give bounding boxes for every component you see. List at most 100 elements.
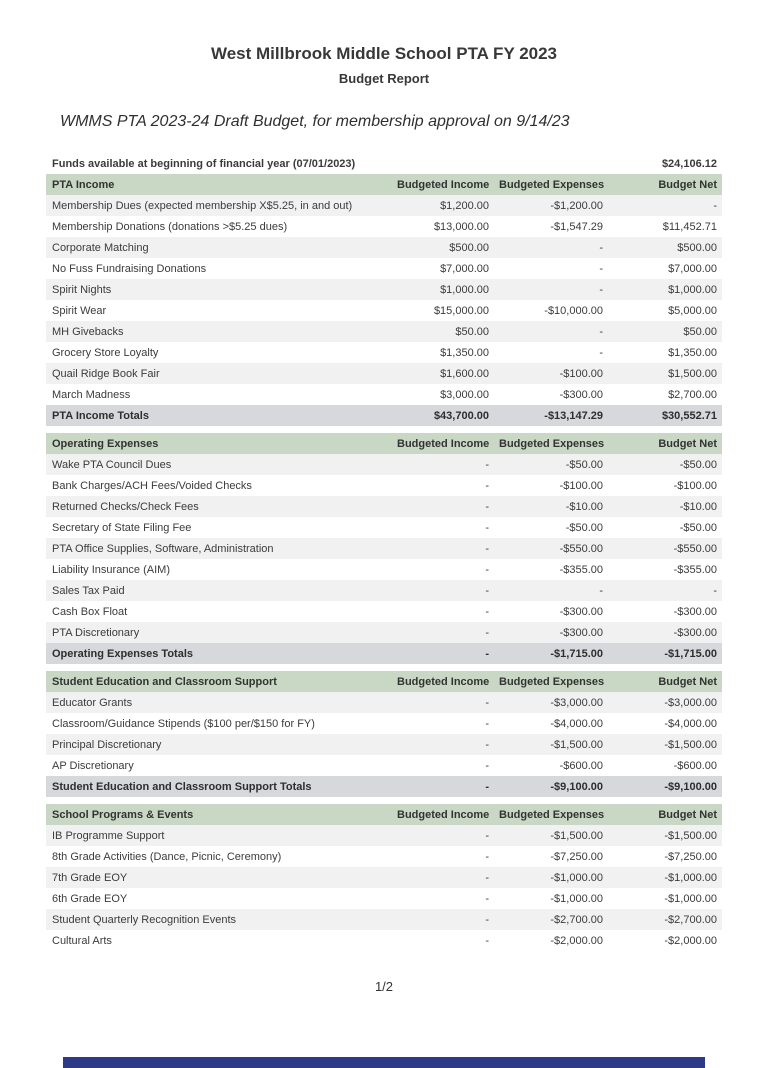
table-row: March Madness $3,000.00 -$300.00 $2,700.00 [46,384,722,405]
budget-net-cell: -$600.00 [673,759,717,772]
totals-label: PTA Income Totals [52,409,149,422]
budget-section: Student Education and Classroom Support B… [46,671,722,797]
row-label: 8th Grade Activities (Dance, Picnic, Cer… [52,850,282,863]
budget-net-cell: $5,000.00 [668,304,717,317]
budgeted-income-header: Budgeted Income [397,675,490,688]
budgeted-income-cell: - [485,563,489,576]
row-label: Membership Dues (expected membership X$5… [52,199,353,212]
budget-net-total: -$1,715.00 [664,647,717,660]
budgeted-income-cell: - [485,913,489,926]
section-header-row: Operating Expenses Budgeted Income Budgete… [46,433,722,454]
table-row: Cultural Arts - -$2,000.00 -$2,000.00 [46,930,722,951]
table-row: Spirit Wear $15,000.00 -$10,000.00 $5,000.0… [46,300,722,321]
budgeted-expenses-total: -$1,715.00 [550,647,603,660]
budgeted-expenses-cell: -$1,000.00 [550,892,603,905]
budget-report-document: West Millbrook Middle School PTA FY 2023… [0,44,768,1068]
funds-available-value: $24,106.12 [661,157,717,170]
row-label: Spirit Nights [52,283,112,296]
budget-net-cell: $1,000.00 [668,283,717,296]
budgeted-income-header: Budgeted Income [397,178,490,191]
budget-net-cell: -$100.00 [673,479,717,492]
report-title: West Millbrook Middle School PTA FY 2023 [210,44,558,63]
budget-net-cell: -$2,700.00 [664,913,717,926]
budget-net-cell: -$300.00 [673,626,717,639]
totals-label: Student Education and Classroom Support … [52,780,312,793]
budget-net-cell: -$1,000.00 [664,892,717,905]
row-label: Quail Ridge Book Fair [52,367,160,380]
table-row: IB Programme Support - -$1,500.00 -$1,500.0… [46,825,722,846]
budgeted-income-cell: - [485,605,489,618]
table-row: Spirit Nights $1,000.00 - $1,000.00 [46,279,722,300]
budgeted-income-cell: $1,200.00 [440,199,489,212]
budgeted-expenses-header: Budgeted Expenses [499,437,605,450]
budgeted-income-cell: $500.00 [449,241,489,254]
budgeted-expenses-cell: - [599,241,603,254]
budgeted-income-total: - [485,647,489,660]
budgeted-expenses-cell: -$4,000.00 [550,717,603,730]
budgeted-income-cell: - [485,717,489,730]
budgeted-income-cell: - [485,696,489,709]
table-row: Sales Tax Paid - - - [46,580,722,601]
budgeted-income-cell: - [485,626,489,639]
table-row: Returned Checks/Check Fees - -$10.00 -$10.0… [46,496,722,517]
budget-net-cell: -$10.00 [679,500,717,513]
budgeted-income-cell: $15,000.00 [433,304,489,317]
budgeted-income-header: Budgeted Income [397,437,490,450]
page-indicator: 1/2 [374,979,394,994]
row-label: Grocery Store Loyalty [52,346,159,359]
budget-net-cell: -$1,500.00 [664,738,717,751]
budgeted-expenses-header: Budgeted Expenses [499,808,605,821]
budget-net-cell: $1,350.00 [668,346,717,359]
budgeted-expenses-cell: -$300.00 [559,626,603,639]
section-totals-row: PTA Income Totals $43,700.00 -$13,147.29 $3… [46,405,722,426]
table-row: Principal Discretionary - -$1,500.00 -$1,50… [46,734,722,755]
row-label: Principal Discretionary [52,738,162,751]
row-label: IB Programme Support [52,829,165,842]
row-label: Secretary of State Filing Fee [52,521,192,534]
totals-label: Operating Expenses Totals [52,647,194,660]
budgeted-income-cell: $1,000.00 [440,283,489,296]
budget-net-total: $30,552.71 [661,409,717,422]
budgeted-expenses-cell: - [599,346,603,359]
budgeted-expenses-cell: -$300.00 [559,388,603,401]
budget-section: School Programs & Events Budgeted Income B… [46,804,722,951]
budget-net-cell: -$50.00 [679,458,717,471]
row-label: Cultural Arts [52,934,112,947]
table-row: Membership Donations (donations >$5.25 d… [46,216,722,237]
budget-net-cell: - [713,584,717,597]
budgeted-expenses-cell: - [599,262,603,275]
section-totals-row: Student Education and Classroom Support … [46,776,722,797]
section-header-row: Student Education and Classroom Support B… [46,671,722,692]
table-row: PTA Office Supplies, Software, Administr… [46,538,722,559]
table-row: Cash Box Float - -$300.00 -$300.00 [46,601,722,622]
budget-net-cell: -$355.00 [673,563,717,576]
budgeted-expenses-cell: -$550.00 [559,542,603,555]
budgeted-expenses-cell: -$50.00 [565,458,603,471]
row-label: AP Discretionary [52,759,134,772]
budget-net-cell: $11,452.71 [662,220,717,233]
table-row: PTA Discretionary - -$300.00 -$300.00 [46,622,722,643]
table-row: Bank Charges/ACH Fees/Voided Checks - -$10… [46,475,722,496]
budgeted-expenses-cell: -$1,200.00 [550,199,603,212]
row-label: Bank Charges/ACH Fees/Voided Checks [52,479,252,492]
budgeted-income-cell: $13,000.00 [433,220,489,233]
budgeted-income-cell: - [485,458,489,471]
budgeted-income-cell: $50.00 [455,325,489,338]
section-title: School Programs & Events [52,808,194,821]
budget-net-cell: -$4,000.00 [664,717,717,730]
budgeted-income-cell: $1,600.00 [440,367,489,380]
budgeted-expenses-cell: -$7,250.00 [550,850,603,863]
budget-net-cell: -$50.00 [679,521,717,534]
row-label: PTA Office Supplies, Software, Administr… [52,542,274,555]
budgeted-expenses-cell: - [599,283,603,296]
budget-net-cell: - [713,199,717,212]
budget-net-cell: -$7,250.00 [664,850,717,863]
budget-net-cell: $1,500.00 [668,367,717,380]
table-row: Quail Ridge Book Fair $1,600.00 -$100.00 $1… [46,363,722,384]
section-totals-row: Operating Expenses Totals - -$1,715.00 -$1,… [46,643,722,664]
row-label: Corporate Matching [52,241,149,254]
budget-net-total: -$9,100.00 [664,780,717,793]
table-row: Secretary of State Filing Fee - -$50.00 -$5… [46,517,722,538]
table-row: Grocery Store Loyalty $1,350.00 - $1,350.00 [46,342,722,363]
budget-net-cell: -$550.00 [673,542,717,555]
